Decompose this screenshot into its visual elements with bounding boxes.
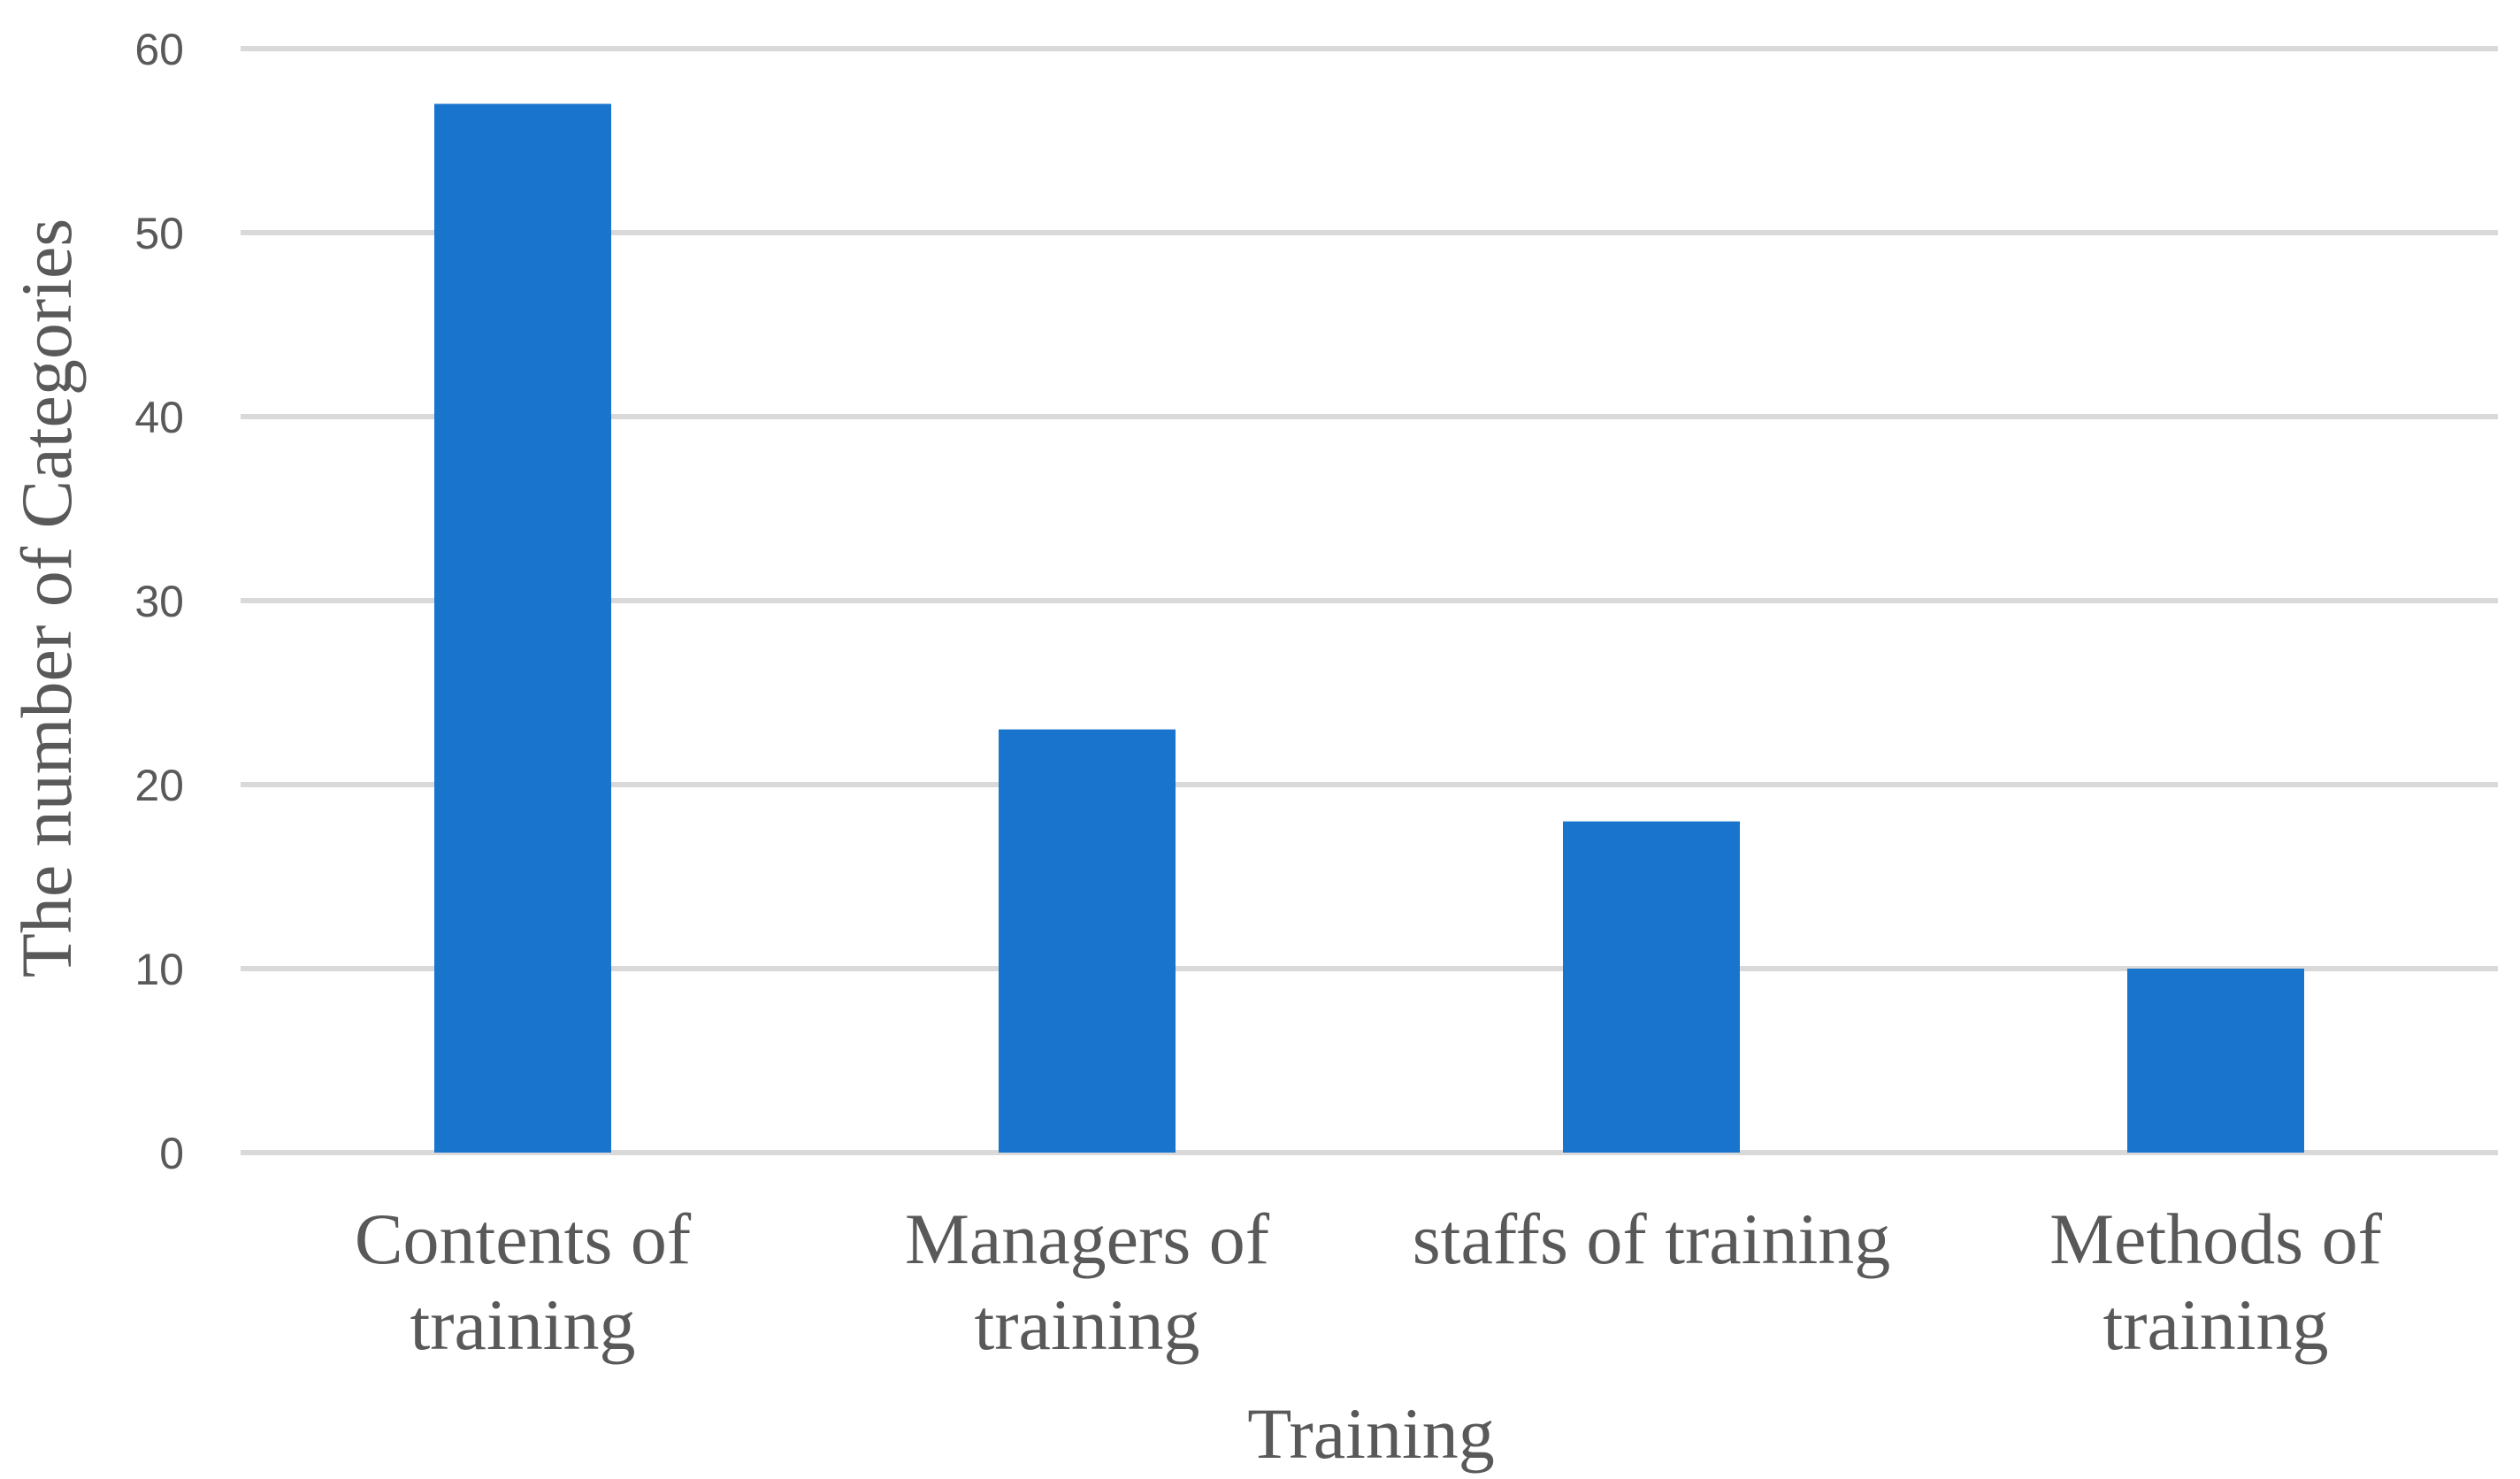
x-category-label: Methods of training bbox=[2049, 1199, 2383, 1365]
y-tick-label: 30 bbox=[134, 577, 184, 626]
x-category-label: Managers of training bbox=[905, 1199, 1270, 1365]
bar bbox=[1563, 821, 1740, 1153]
x-category-label: Contents of training bbox=[355, 1199, 692, 1365]
y-tick-label: 60 bbox=[134, 25, 184, 74]
gridlines bbox=[241, 46, 2498, 1155]
bar bbox=[999, 729, 1176, 1153]
bar bbox=[434, 103, 611, 1153]
y-axis-title: The number of Categories bbox=[6, 218, 87, 977]
y-tick-label: 40 bbox=[134, 393, 184, 442]
x-category-labels: Contents of training Managers of training st… bbox=[355, 1199, 2383, 1365]
y-tick-label: 20 bbox=[134, 761, 184, 810]
y-tick-label: 50 bbox=[134, 209, 184, 258]
bars bbox=[434, 103, 2304, 1153]
y-tick-labels: 0 10 20 30 40 50 60 bbox=[134, 25, 184, 1178]
x-category-label: staffs of training bbox=[1413, 1199, 1891, 1279]
y-tick-label: 0 bbox=[159, 1129, 184, 1178]
y-tick-label: 10 bbox=[134, 945, 184, 994]
x-axis-title: Training bbox=[1247, 1393, 1494, 1474]
bar bbox=[2127, 969, 2304, 1153]
